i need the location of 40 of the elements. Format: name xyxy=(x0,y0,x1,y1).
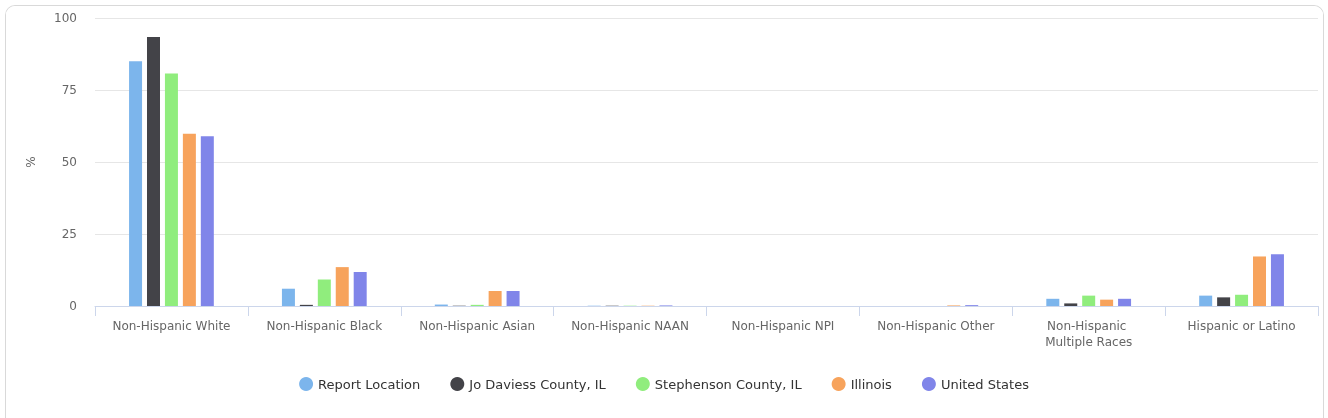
x-tick-label: Non-Hispanic Black xyxy=(266,319,383,333)
bar xyxy=(281,288,295,306)
bar xyxy=(1217,297,1231,306)
y-tick-label: 50 xyxy=(61,155,77,169)
x-tick-label: Non-Hispanic Asian xyxy=(419,319,536,333)
y-tick-label: 75 xyxy=(61,83,77,97)
x-tick-label: Non-Hispanic NPI xyxy=(731,319,835,333)
bar xyxy=(182,133,196,306)
bar xyxy=(1235,294,1249,306)
bar xyxy=(147,37,160,306)
bar xyxy=(129,61,143,306)
bar xyxy=(317,279,331,306)
x-tick-label: Hispanic or Latino xyxy=(1187,319,1296,333)
legend-label: Jo Daviess County, IL xyxy=(468,376,607,392)
y-tick-label: 0 xyxy=(69,299,77,313)
y-tick-label: 100 xyxy=(54,11,77,25)
bar xyxy=(1118,298,1132,306)
bar xyxy=(488,291,502,306)
legend-label: Illinois xyxy=(850,376,893,392)
x-tick-label: Non-Hispanic NAAN xyxy=(571,319,690,333)
legend-label: Stephenson County, IL xyxy=(654,376,803,392)
x-tick-label: Non-Hispanic White xyxy=(112,319,231,333)
bar xyxy=(1253,256,1266,306)
bar xyxy=(1046,298,1060,306)
x-tick-label: Non-Hispanic Other xyxy=(877,319,995,333)
bar xyxy=(335,267,349,306)
bar xyxy=(506,291,520,306)
legend-label: Report Location xyxy=(318,376,421,392)
y-axis-title: % xyxy=(24,156,38,168)
bar xyxy=(353,272,367,306)
bar xyxy=(1199,295,1213,306)
bar xyxy=(1100,299,1114,306)
bar xyxy=(1064,303,1078,306)
y-tick-label: 25 xyxy=(61,227,77,241)
x-tick-label: Non-Hispanic Multiple Races xyxy=(1045,319,1133,349)
bar xyxy=(1082,295,1096,306)
legend-label: United States xyxy=(940,376,1030,392)
bar xyxy=(164,73,178,306)
bar xyxy=(1270,254,1284,306)
bar xyxy=(200,136,214,306)
